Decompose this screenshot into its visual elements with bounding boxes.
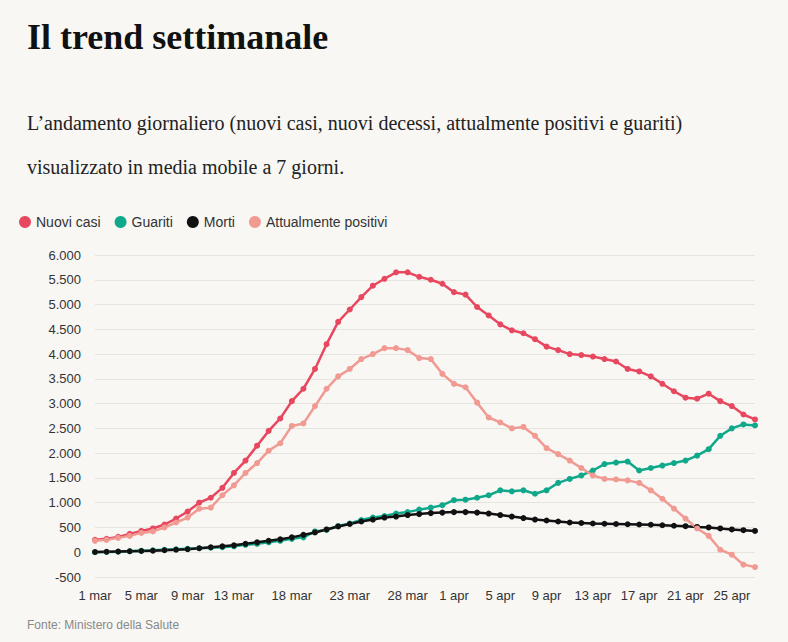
svg-text:9 mar: 9 mar [171,588,205,603]
svg-text:Il trend settimanale: Il trend settimanale [27,17,328,57]
svg-text:13 mar: 13 mar [214,588,255,603]
svg-text:Nuovi casi: Nuovi casi [36,214,101,230]
svg-text:5 mar: 5 mar [125,588,159,603]
svg-text:17 apr: 17 apr [621,588,659,603]
svg-text:L’andamento giornaliero (nuovi: L’andamento giornaliero (nuovi casi, nuo… [27,112,687,135]
svg-text:Attualmente positivi: Attualmente positivi [266,214,387,230]
svg-text:5 apr: 5 apr [485,588,515,603]
svg-text:5.500: 5.500 [48,272,81,287]
svg-text:5.000: 5.000 [48,297,81,312]
svg-text:1.000: 1.000 [48,495,81,510]
svg-text:4.000: 4.000 [48,347,81,362]
svg-text:Morti: Morti [204,214,235,230]
svg-text:-500: -500 [55,570,81,585]
svg-text:2.000: 2.000 [48,446,81,461]
svg-text:3.500: 3.500 [48,371,81,386]
svg-text:visualizzato in media mobile a: visualizzato in media mobile a 7 giorni. [27,156,344,179]
svg-text:Guariti: Guariti [132,214,173,230]
svg-text:13 apr: 13 apr [574,588,612,603]
svg-text:1 mar: 1 mar [78,588,112,603]
svg-text:4.500: 4.500 [48,322,81,337]
svg-text:23 mar: 23 mar [330,588,371,603]
svg-text:500: 500 [59,520,81,535]
svg-text:1.500: 1.500 [48,470,81,485]
svg-text:18 mar: 18 mar [272,588,313,603]
svg-text:3.000: 3.000 [48,396,81,411]
svg-text:Fonte: Ministero della Salute: Fonte: Ministero della Salute [27,618,179,632]
svg-text:25 apr: 25 apr [713,588,751,603]
svg-text:28 mar: 28 mar [387,588,428,603]
svg-text:1 apr: 1 apr [439,588,469,603]
svg-text:0: 0 [74,545,81,560]
svg-text:6.000: 6.000 [48,248,81,263]
svg-text:2.500: 2.500 [48,421,81,436]
svg-text:9 apr: 9 apr [532,588,562,603]
svg-text:21 apr: 21 apr [667,588,705,603]
